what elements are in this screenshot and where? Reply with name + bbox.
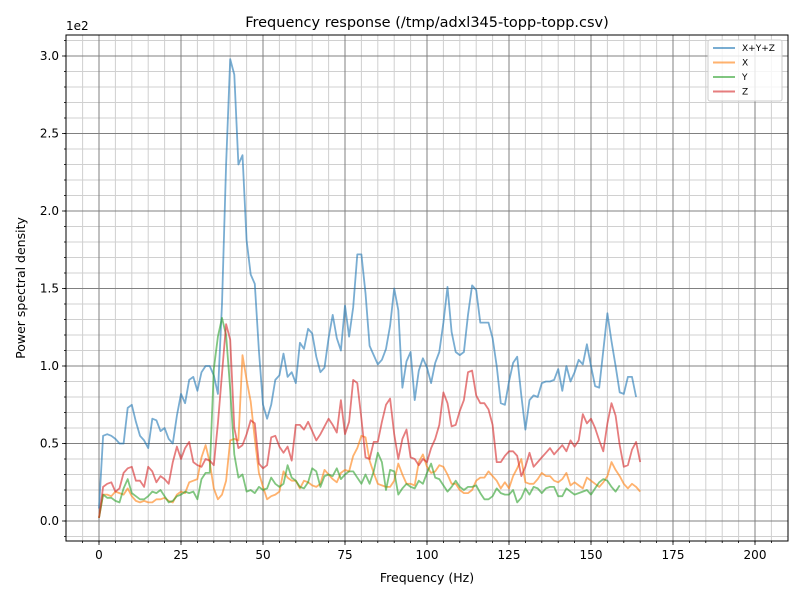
legend: X+Y+Z XYZ	[707, 39, 783, 102]
x-tick-label: 125	[498, 548, 521, 562]
y-offset-label: 1e2	[66, 19, 89, 33]
series-lines	[98, 58, 642, 519]
x-tick-label: 50	[255, 548, 270, 562]
series-line-x-y-z	[98, 58, 637, 509]
x-tick-label: 100	[416, 548, 439, 562]
y-axis-ticks: 0.0 0.5 1.0 1.5 2.0 2.5 3.0	[40, 40, 66, 537]
y-tick-label: 2.0	[40, 204, 59, 218]
x-tick-label: 175	[662, 548, 685, 562]
y-tick-label: 0.0	[40, 514, 59, 528]
x-tick-label: 0	[95, 548, 103, 562]
series-line-z	[98, 323, 642, 519]
y-tick-label: 1.5	[40, 282, 59, 296]
y-axis-label: Power spectral density	[13, 217, 28, 359]
x-tick-label: 25	[173, 548, 188, 562]
x-axis-label: Frequency (Hz)	[380, 570, 474, 585]
x-axis-ticks: 0 25 50 75 100 125 150 175 200	[82, 541, 772, 562]
legend-label: X	[742, 59, 748, 69]
legend-label: Z	[742, 88, 748, 98]
y-tick-label: 2.5	[40, 127, 59, 141]
x-tick-label: 75	[337, 548, 352, 562]
legend-label: Y	[741, 73, 748, 83]
y-tick-label: 0.5	[40, 437, 59, 451]
x-tick-label: 200	[744, 548, 767, 562]
y-tick-label: 3.0	[40, 49, 59, 63]
chart-title: Frequency response (/tmp/adxl345-topp-to…	[245, 15, 609, 31]
y-tick-label: 1.0	[40, 359, 59, 373]
series-line-x	[98, 354, 641, 519]
series-line-y	[98, 316, 621, 519]
legend-label: X+Y+Z	[742, 44, 775, 54]
x-tick-label: 150	[580, 548, 603, 562]
legend-box	[707, 39, 783, 102]
